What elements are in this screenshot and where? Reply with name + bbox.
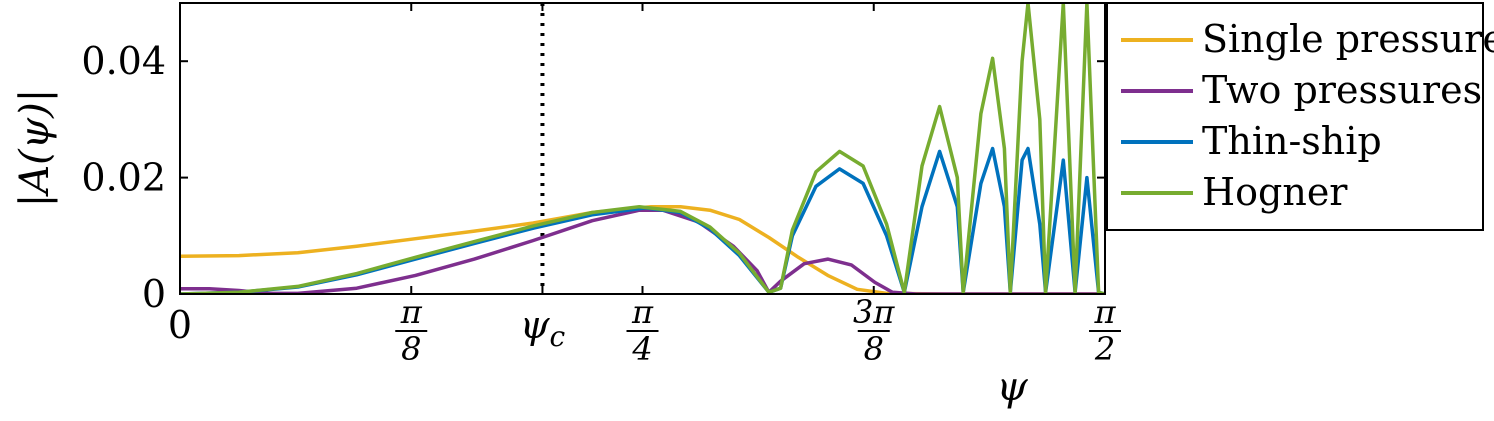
x-tick-label: ψc	[520, 303, 566, 353]
legend-label-thin-ship: Thin-ship	[1202, 119, 1382, 163]
legend-label-two-pressures: Two pressures	[1202, 68, 1482, 112]
x-tick-label: 0	[168, 303, 192, 347]
series-line-thin-ship	[180, 146, 1105, 294]
svg-text:π: π	[631, 293, 654, 331]
y-tick-label: 0.04	[81, 39, 166, 83]
series-layer	[180, 3, 1105, 294]
x-tick-label-fraction: π4	[626, 293, 659, 368]
legend: Single pressure Two pressures Thin-ship …	[1106, 2, 1494, 231]
x-tick-label-fraction: π8	[395, 293, 428, 368]
svg-text:8: 8	[401, 330, 421, 368]
y-tick-label: 0	[142, 272, 166, 316]
svg-text:π: π	[400, 293, 423, 331]
x-tick-label-fraction: π2	[1089, 293, 1121, 368]
y-tick-label: 0.02	[81, 156, 166, 200]
svg-text:8: 8	[864, 330, 884, 368]
x-axis-label: ψ	[996, 364, 1028, 410]
svg-text:π: π	[1093, 293, 1116, 331]
y-axis-label: |A(ψ)|	[12, 89, 58, 207]
series-line-single-pressure	[180, 204, 1105, 294]
legend-label-hogner: Hogner	[1202, 170, 1348, 214]
svg-text:4: 4	[631, 330, 652, 368]
legend-label-single-pressure: Single pressure	[1202, 17, 1494, 61]
x-tick-label-fraction: 3π8	[853, 293, 895, 368]
series-line-hogner	[180, 3, 1105, 294]
svg-text:3π: 3π	[853, 293, 895, 331]
svg-text:2: 2	[1094, 330, 1115, 368]
